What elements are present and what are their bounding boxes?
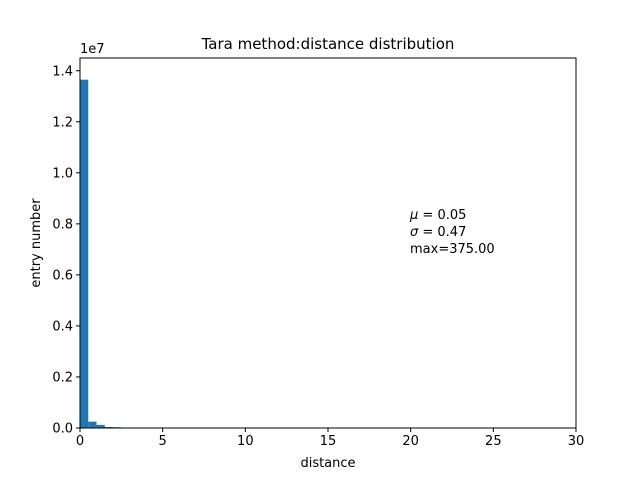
histogram-bar-3 — [104, 426, 114, 428]
y-axis-label: entry number — [29, 198, 44, 288]
histogram-bar-2 — [96, 424, 105, 428]
x-axis-label: distance — [300, 456, 355, 471]
y-tick-label-5: 1.0 — [52, 166, 73, 181]
sigma-value: = 0.47 — [418, 225, 466, 240]
sigma-symbol: σ — [410, 225, 419, 240]
x-tick-label-0: 0 — [76, 434, 84, 449]
y-tick-label-2: 0.4 — [52, 319, 73, 334]
y-tick-label-3: 0.6 — [52, 268, 73, 283]
y-tick-label-7: 1.4 — [52, 64, 73, 79]
x-tick-label-4: 20 — [402, 434, 419, 449]
chart-title: Tara method:distance distribution — [201, 35, 455, 53]
mu-symbol: μ — [409, 208, 418, 223]
svg-text:σ = 0.47: σ = 0.47 — [410, 225, 466, 240]
x-tick-label-3: 15 — [320, 434, 337, 449]
mu-value: = 0.05 — [418, 208, 466, 223]
y-axis-scale-label: 1e7 — [80, 42, 105, 57]
y-tick-label-0: 0.0 — [52, 422, 73, 437]
y-axis-ticks: 0.0 0.2 0.4 0.6 0.8 1.0 1.2 1.4 — [52, 64, 80, 437]
x-tick-label-2: 10 — [237, 434, 254, 449]
y-tick-label-4: 0.8 — [52, 217, 73, 232]
x-tick-label-1: 5 — [159, 434, 167, 449]
histogram-bar-1 — [88, 421, 97, 428]
histogram-bar-0 — [80, 79, 89, 429]
svg-text:μ = 0.05: μ = 0.05 — [409, 208, 466, 223]
x-tick-label-5: 25 — [485, 434, 502, 449]
stats-annotation: μ = 0.05 σ = 0.47 max=375.00 — [409, 208, 495, 257]
y-tick-label-6: 1.2 — [52, 115, 73, 130]
max-value-text: max=375.00 — [410, 242, 495, 257]
x-tick-label-6: 30 — [568, 434, 585, 449]
x-axis-ticks: 0 5 10 15 20 25 30 — [76, 428, 584, 449]
y-tick-label-1: 0.2 — [52, 370, 73, 385]
